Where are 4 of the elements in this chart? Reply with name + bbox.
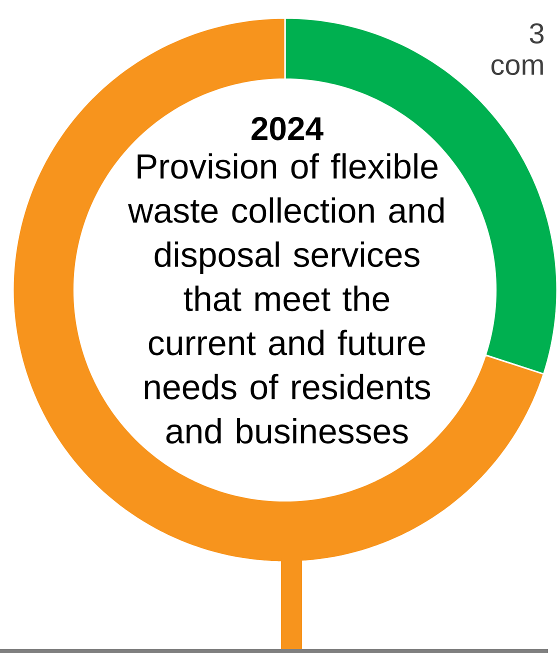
text: Provision of flexible waste collection and disposal services that meet the current and future needs of residents and businesses	[128, 153, 444, 444]
text: com	[492, 59, 544, 76]
text: 2024	[252, 117, 324, 140]
text: 3	[530, 23, 544, 44]
